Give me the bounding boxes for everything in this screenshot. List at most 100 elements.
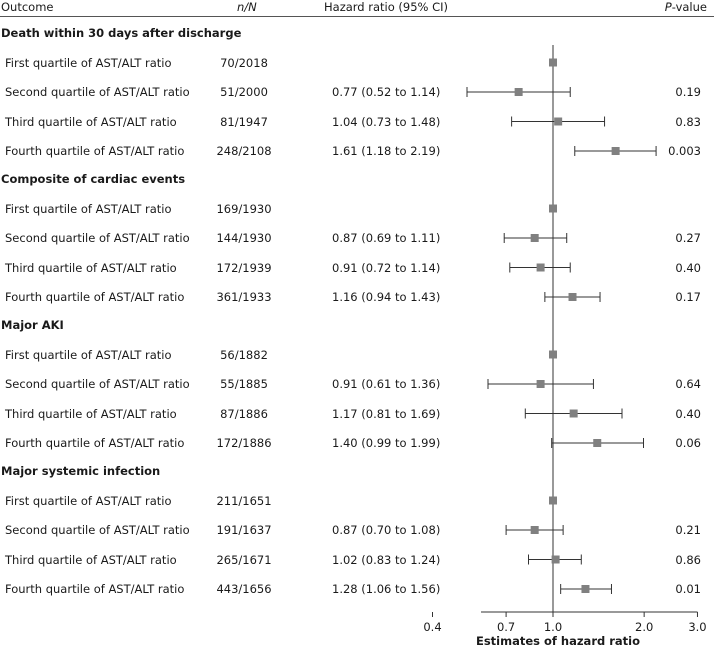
row-events-count: 248/2108	[216, 144, 272, 158]
row-events-count: 172/1939	[216, 260, 272, 275]
point-estimate-marker	[549, 496, 557, 505]
group-heading-row: Major systemic infection	[0, 464, 714, 478]
group-title: Major systemic infection	[1, 464, 161, 478]
row-events-count: 265/1671	[216, 552, 272, 567]
p-value-header-suffix: -value	[671, 0, 707, 14]
table-header: Outcome n/N Hazard ratio (95% CI) P-valu…	[0, 0, 714, 17]
point-estimate-marker	[611, 147, 620, 155]
row-events-count: 55/1885	[220, 377, 268, 391]
point-estimate-marker	[593, 439, 602, 447]
row-hazard-ratio-text: 0.87 (0.70 to 1.08)	[332, 523, 441, 537]
group-heading-row: Composite of cardiac events	[0, 172, 714, 186]
row-p-value: 0.21	[675, 523, 701, 537]
point-estimate-marker	[530, 234, 539, 242]
table-row: Fourth quartile of AST/ALT ratio 172/1886…	[0, 436, 714, 450]
row-events-count: 443/1656	[216, 582, 272, 596]
group-title: Death within 30 days after discharge	[1, 26, 242, 40]
row-events-count: 81/1947	[220, 114, 268, 129]
hazard-ratio-column-header: Hazard ratio (95% CI)	[324, 0, 449, 14]
outcome-column-header: Outcome	[1, 0, 54, 14]
row-hazard-ratio-text: 1.28 (1.06 to 1.56)	[332, 582, 441, 596]
point-estimate-marker	[530, 526, 539, 534]
row-label: First quartile of AST/ALT ratio	[5, 493, 172, 508]
row-events-count: 169/1930	[216, 201, 272, 216]
row-events-count: 361/1933	[216, 290, 272, 304]
row-events-count: 191/1637	[216, 523, 272, 537]
point-estimate-marker	[549, 204, 557, 213]
row-label: Third quartile of AST/ALT ratio	[5, 114, 177, 129]
table-row: Second quartile of AST/ALT ratio 191/1637…	[0, 523, 714, 537]
table-row: Third quartile of AST/ALT ratio 87/1886 1.…	[0, 407, 714, 421]
table-row: First quartile of AST/ALT ratio 169/1930	[0, 202, 714, 216]
row-hazard-ratio-text: 1.61 (1.18 to 2.19)	[332, 144, 441, 158]
point-estimate-marker	[549, 58, 557, 67]
point-estimate-marker	[569, 409, 578, 418]
row-events-count: 87/1886	[220, 406, 268, 421]
row-label: Second quartile of AST/ALT ratio	[5, 377, 190, 391]
table-row: Third quartile of AST/ALT ratio 265/1671 1…	[0, 553, 714, 567]
table-row: Second quartile of AST/ALT ratio 51/2000 0…	[0, 85, 714, 99]
table-row: Fourth quartile of AST/ALT ratio 248/2108…	[0, 144, 714, 158]
x-tick-label: 0.4	[423, 620, 441, 634]
x-tick-label: 0.7	[497, 620, 515, 634]
row-hazard-ratio-text: 0.87 (0.69 to 1.11)	[332, 231, 441, 245]
table-row: Fourth quartile of AST/ALT ratio 443/1656…	[0, 582, 714, 596]
table-row: First quartile of AST/ALT ratio 211/1651	[0, 494, 714, 508]
p-value-column-header: P-value	[665, 0, 707, 14]
row-p-value: 0.64	[675, 377, 701, 391]
row-hazard-ratio-text: 0.91 (0.61 to 1.36)	[332, 377, 441, 391]
row-events-count: 70/2018	[220, 55, 268, 70]
table-row: Fourth quartile of AST/ALT ratio 361/1933…	[0, 290, 714, 304]
point-estimate-marker	[536, 380, 545, 388]
point-estimate-marker	[554, 117, 563, 126]
row-p-value: 0.19	[675, 85, 701, 99]
row-events-count: 172/1886	[216, 436, 272, 450]
row-label: First quartile of AST/ALT ratio	[5, 347, 172, 362]
row-hazard-ratio-text: 1.17 (0.81 to 1.69)	[332, 406, 441, 421]
row-hazard-ratio-text: 1.16 (0.94 to 1.43)	[332, 290, 441, 304]
point-estimate-marker	[568, 293, 577, 301]
row-label: Fourth quartile of AST/ALT ratio	[5, 144, 185, 158]
row-hazard-ratio-text: 1.02 (0.83 to 1.24)	[332, 552, 441, 567]
point-estimate-marker	[581, 585, 590, 593]
group-title: Composite of cardiac events	[1, 172, 186, 186]
row-p-value: 0.01	[675, 582, 701, 596]
group-heading-row: Major AKI	[0, 318, 714, 332]
row-label: Fourth quartile of AST/ALT ratio	[5, 582, 185, 596]
row-label: Fourth quartile of AST/ALT ratio	[5, 290, 185, 304]
row-events-count: 56/1882	[220, 347, 268, 362]
row-label: First quartile of AST/ALT ratio	[5, 55, 172, 70]
row-p-value: 0.27	[675, 231, 701, 245]
row-p-value: 0.003	[668, 144, 701, 158]
row-label: Fourth quartile of AST/ALT ratio	[5, 436, 185, 450]
table-row: Third quartile of AST/ALT ratio 81/1947 1.…	[0, 115, 714, 129]
row-label: Second quartile of AST/ALT ratio	[5, 523, 190, 537]
table-row: Second quartile of AST/ALT ratio 55/1885 0…	[0, 377, 714, 391]
row-label: Second quartile of AST/ALT ratio	[5, 231, 190, 245]
row-p-value: 0.06	[675, 436, 701, 450]
x-tick-label: 2.0	[635, 620, 653, 634]
row-events-count: 211/1651	[216, 493, 272, 508]
row-label: First quartile of AST/ALT ratio	[5, 201, 172, 216]
row-p-value: 0.40	[675, 406, 701, 421]
row-hazard-ratio-text: 0.77 (0.52 to 1.14)	[332, 85, 441, 99]
x-tick-label: 3.0	[688, 620, 706, 634]
p-value-header-italic: P	[664, 0, 672, 14]
point-estimate-marker	[536, 263, 545, 272]
row-hazard-ratio-text: 0.91 (0.72 to 1.14)	[332, 260, 441, 275]
row-hazard-ratio-text: 1.40 (0.99 to 1.99)	[332, 436, 441, 450]
row-label: Third quartile of AST/ALT ratio	[5, 260, 177, 275]
row-p-value: 0.40	[675, 260, 701, 275]
x-tick-label: 1.0	[544, 620, 562, 634]
row-events-count: 51/2000	[220, 85, 268, 99]
row-p-value: 0.86	[675, 552, 701, 567]
table-row: First quartile of AST/ALT ratio 56/1882	[0, 348, 714, 362]
row-hazard-ratio-text: 1.04 (0.73 to 1.48)	[332, 114, 441, 129]
n-over-n-column-header: n/N	[237, 0, 257, 14]
table-row: First quartile of AST/ALT ratio 70/2018	[0, 56, 714, 70]
row-events-count: 144/1930	[216, 231, 272, 245]
table-row: Third quartile of AST/ALT ratio 172/1939 0…	[0, 261, 714, 275]
table-row: Second quartile of AST/ALT ratio 144/1930…	[0, 231, 714, 245]
row-label: Third quartile of AST/ALT ratio	[5, 552, 177, 567]
